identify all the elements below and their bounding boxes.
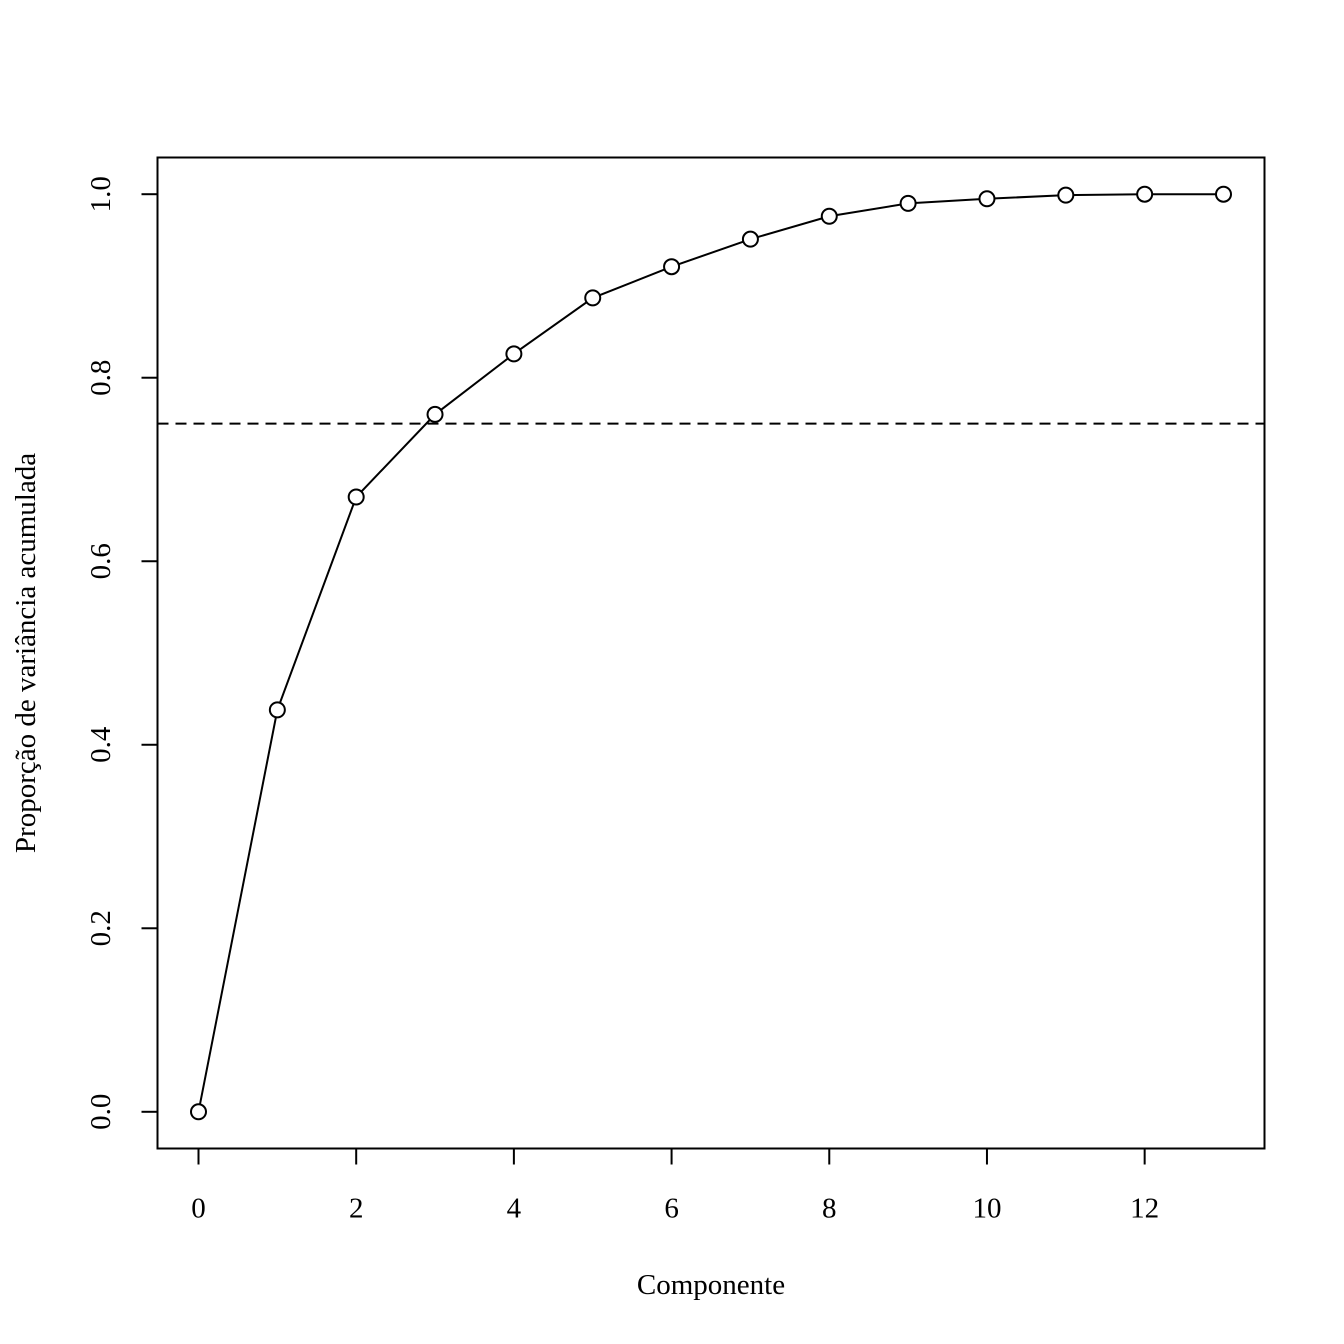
data-point xyxy=(426,405,444,423)
x-tick-label: 6 xyxy=(664,1193,679,1225)
data-point xyxy=(1057,186,1075,204)
y-tick-label: 0.0 xyxy=(85,1094,117,1130)
plot-frame xyxy=(156,156,1266,1150)
y-tick-label: 0.4 xyxy=(85,726,117,763)
x-tick-label: 10 xyxy=(972,1193,1001,1225)
x-tick-label: 2 xyxy=(349,1193,364,1225)
data-point xyxy=(1136,185,1154,203)
x-tick-label: 12 xyxy=(1130,1193,1159,1225)
x-axis: 0 2 4 6 8 10 12 xyxy=(191,1147,1159,1225)
data-point xyxy=(505,345,523,363)
data-point xyxy=(268,701,286,719)
data-point xyxy=(663,258,681,276)
data-point xyxy=(741,230,759,248)
y-axis-label: Proporção de variância acumulada xyxy=(10,453,42,853)
x-axis-label: Componente xyxy=(637,1269,785,1301)
data-point xyxy=(820,207,838,225)
series-layer xyxy=(190,185,1232,1121)
y-tick-label: 0.6 xyxy=(85,543,117,579)
y-tick-label: 1.0 xyxy=(85,176,117,212)
series-line xyxy=(197,193,1224,1112)
x-tick-label: 4 xyxy=(507,1193,522,1225)
y-tick-label: 0.8 xyxy=(85,360,117,396)
data-point xyxy=(978,190,996,208)
x-tick-label: 0 xyxy=(191,1193,206,1225)
y-tick-label: 0.2 xyxy=(85,910,117,946)
data-point xyxy=(1215,185,1232,203)
x-tick-label: 8 xyxy=(822,1193,837,1225)
data-point xyxy=(899,194,917,212)
data-point xyxy=(584,289,602,307)
data-point xyxy=(190,1103,207,1121)
data-point xyxy=(347,488,365,506)
y-axis: 0.0 0.2 0.4 0.6 0.8 1.0 xyxy=(85,176,159,1130)
